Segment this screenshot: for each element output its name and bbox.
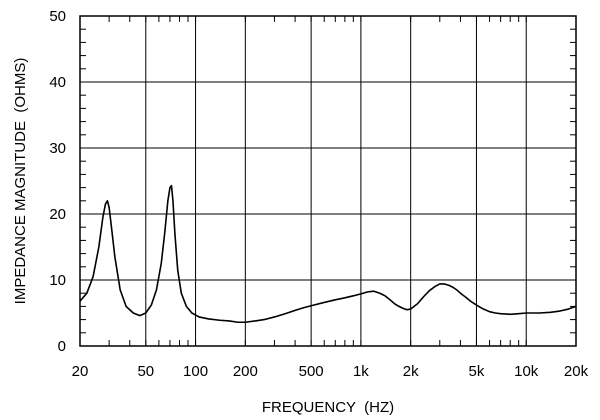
y-tick-label: 10: [49, 272, 66, 289]
plot-frame: [79, 15, 577, 347]
x-tick-label: 20k: [564, 363, 589, 380]
y-tick-label: 40: [49, 74, 66, 91]
impedance-curve: [79, 184, 577, 324]
series-curve-group: [79, 184, 577, 324]
x-tick-label: 500: [299, 363, 324, 380]
x-tick-label: 10k: [514, 363, 539, 380]
y-tick-label: 50: [49, 8, 66, 25]
x-tick-label: 2k: [403, 363, 419, 380]
x-tick-label: 50: [137, 363, 154, 380]
x-tick-label: 5k: [469, 363, 485, 380]
minor-tick-marks: [80, 16, 576, 346]
y-tick-label: 30: [49, 140, 66, 157]
y-tick-label: 20: [49, 206, 66, 223]
x-tick-label: 1k: [353, 363, 369, 380]
x-tick-label: 200: [233, 363, 258, 380]
y-axis-label: IMPEDANCE MAGNITUDE (OHMS): [12, 58, 29, 305]
y-tick-labels: 0 10 20 30 40 50: [49, 8, 66, 355]
x-tick-label: 20: [72, 363, 89, 380]
x-axis-label: FREQUENCY (HZ): [262, 399, 394, 416]
x-tick-label: 100: [183, 363, 208, 380]
y-tick-label: 0: [58, 338, 66, 355]
x-tick-labels: 20 50 100 200 500 1k 2k 5k 10k 20k: [72, 363, 589, 380]
